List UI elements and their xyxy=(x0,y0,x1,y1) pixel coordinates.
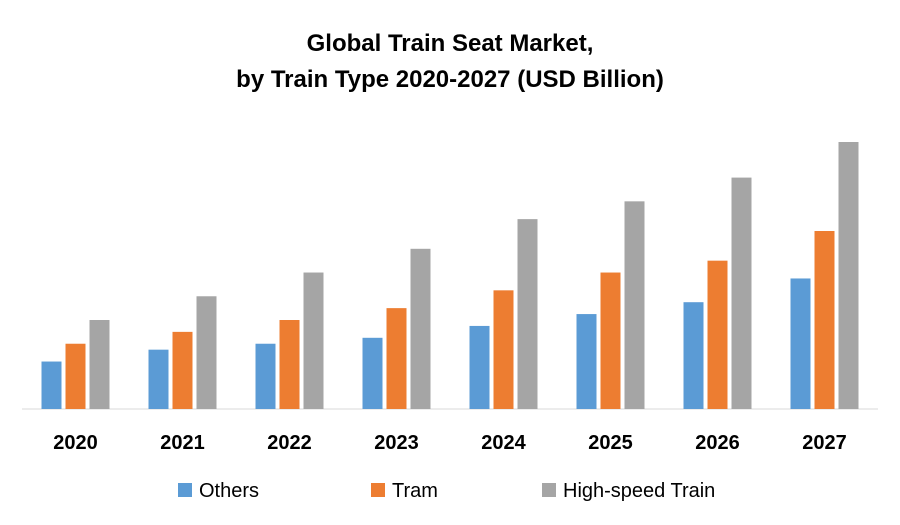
chart-title: Global Train Seat Market, by Train Type … xyxy=(0,26,900,98)
x-tick-label: 2025 xyxy=(588,432,633,454)
bar-high-speed-train-2024 xyxy=(517,219,538,409)
bars-group xyxy=(41,142,859,409)
bar-tram-2023 xyxy=(386,308,407,409)
legend-label: Tram xyxy=(392,480,438,502)
bar-others-2020 xyxy=(41,361,62,409)
bar-high-speed-train-2025 xyxy=(624,201,645,409)
bar-tram-2026 xyxy=(707,260,728,409)
x-tick-labels: 2020 2021 2022 2023 2024 2025 2026 2027 xyxy=(53,432,847,454)
legend-item-tram: Tram xyxy=(371,480,438,502)
bar-others-2023 xyxy=(362,337,383,409)
bar-tram-2025 xyxy=(600,272,621,409)
x-tick-label: 2022 xyxy=(267,432,312,454)
legend-swatch xyxy=(371,483,385,497)
bar-high-speed-train-2023 xyxy=(410,248,431,409)
bar-others-2027 xyxy=(790,278,811,409)
bar-others-2021 xyxy=(148,349,169,409)
legend: Others Tram High-speed Train xyxy=(178,480,715,502)
bar-tram-2027 xyxy=(814,231,835,409)
bar-high-speed-train-2027 xyxy=(838,142,859,409)
bar-others-2025 xyxy=(576,314,597,409)
bar-tram-2020 xyxy=(65,343,86,409)
chart-title-line-2: by Train Type 2020-2027 (USD Billion) xyxy=(236,66,664,93)
bar-high-speed-train-2022 xyxy=(303,272,324,409)
chart-title-line-1: Global Train Seat Market, xyxy=(306,30,594,57)
x-tick-label: 2026 xyxy=(695,432,740,454)
bar-tram-2022 xyxy=(279,320,300,409)
x-tick-label: 2020 xyxy=(53,432,98,454)
bar-others-2026 xyxy=(683,302,704,409)
bar-others-2022 xyxy=(255,343,276,409)
legend-item-others: Others xyxy=(178,480,259,502)
legend-swatch xyxy=(178,483,192,497)
bar-tram-2024 xyxy=(493,290,514,409)
bar-high-speed-train-2020 xyxy=(89,320,110,409)
bar-tram-2021 xyxy=(172,331,193,409)
legend-label: Others xyxy=(199,480,259,502)
bar-high-speed-train-2026 xyxy=(731,177,752,409)
bar-others-2024 xyxy=(469,325,490,409)
bar-high-speed-train-2021 xyxy=(196,296,217,409)
legend-swatch xyxy=(542,483,556,497)
legend-item-high-speed-train: High-speed Train xyxy=(542,480,715,502)
x-tick-label: 2024 xyxy=(481,432,526,454)
x-tick-label: 2023 xyxy=(374,432,419,454)
legend-label: High-speed Train xyxy=(563,480,715,502)
x-tick-label: 2027 xyxy=(802,432,847,454)
x-tick-label: 2021 xyxy=(160,432,205,454)
